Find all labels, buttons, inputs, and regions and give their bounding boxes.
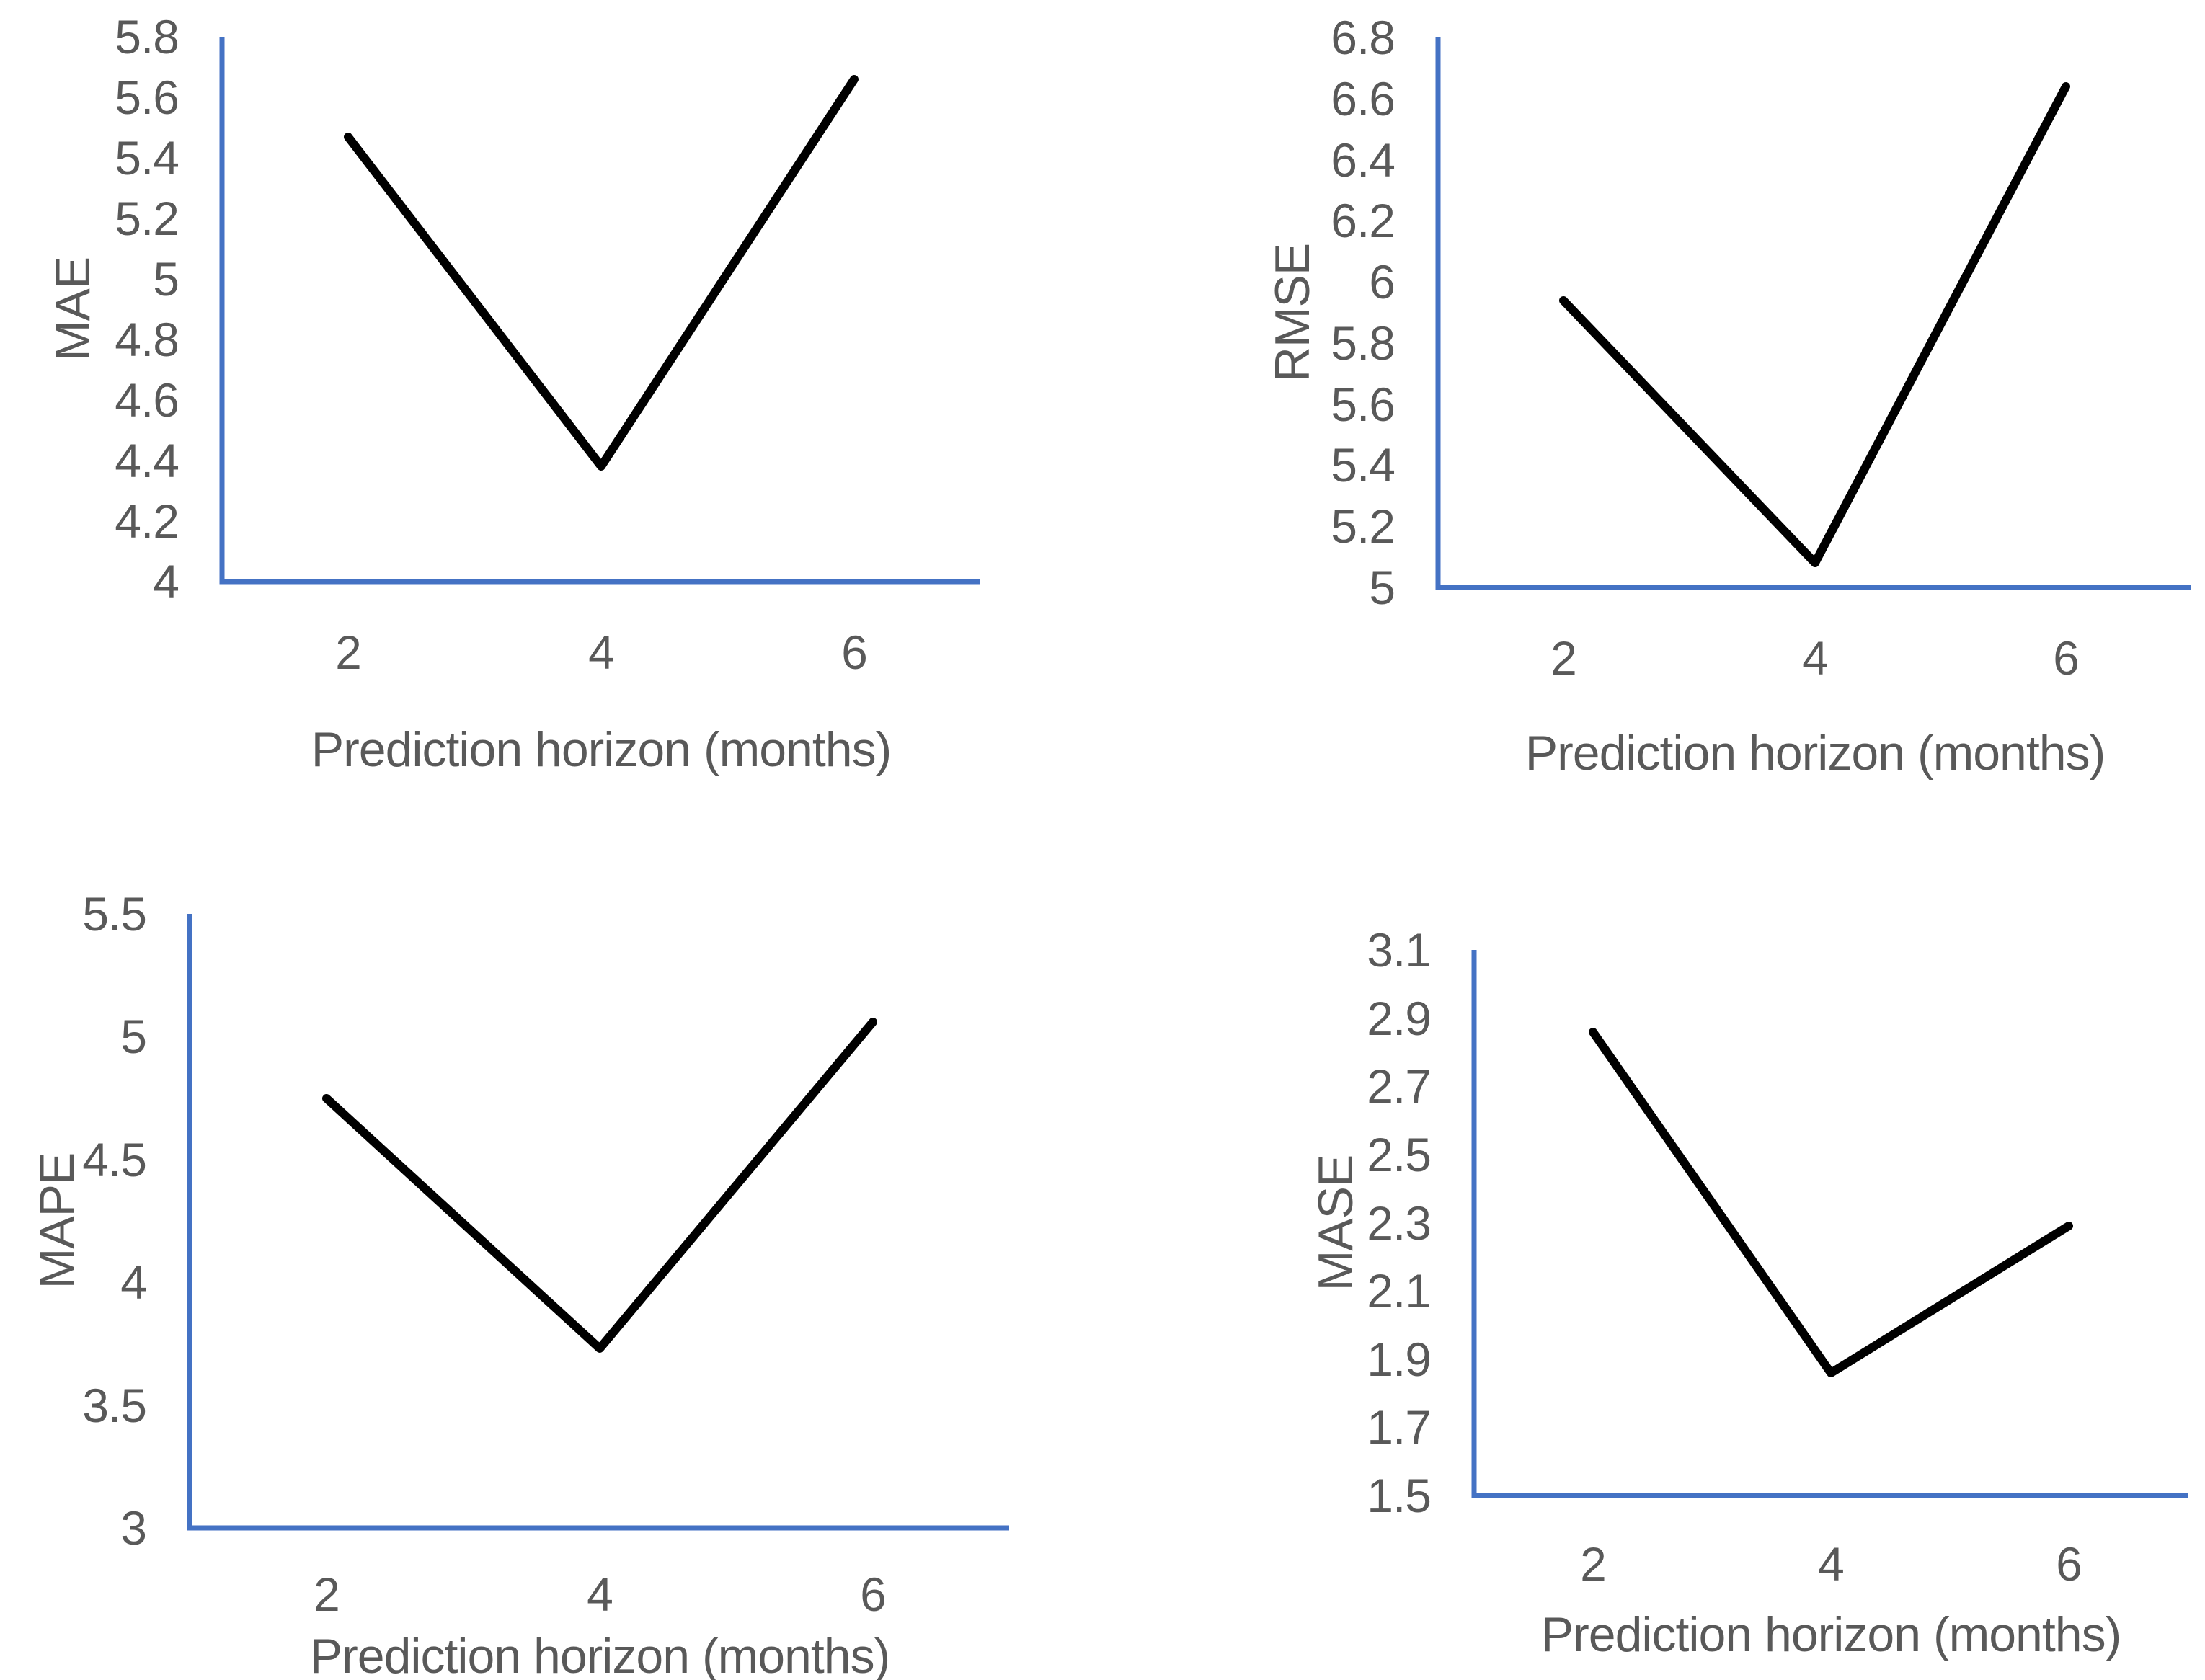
- y-tick-label: 3: [120, 1501, 146, 1555]
- x-axis-title: Prediction horizon (months): [1525, 726, 2105, 781]
- y-tick-label: 5.4: [1331, 438, 1395, 492]
- y-axis-title: RMSE: [1265, 244, 1320, 382]
- mape-chart-svg: 3 3.5 4 4.5 5 5.5 2 4 6 Prediction horizon (month…: [30, 887, 1009, 1680]
- y-axis-title: MASE: [1308, 1155, 1363, 1292]
- y-tick-label: 5: [120, 1010, 146, 1063]
- chart-mae: 4 4.2 4.4 4.6 4.8 5 5.2 5.4 5.6 5.8 2 4 6 Prediction …: [0, 0, 1103, 840]
- x-tick-label: 6: [860, 1568, 886, 1621]
- y-tick-label: 5.2: [1331, 499, 1395, 553]
- y-tick-label: 2.5: [1367, 1128, 1431, 1181]
- y-tick-label: 2.3: [1367, 1196, 1431, 1250]
- x-tick-label: 2: [1550, 631, 1576, 685]
- x-tick-label: 4: [587, 1568, 613, 1621]
- axis-lines: [187, 914, 1009, 1531]
- y-tick-label: 5.6: [115, 71, 179, 124]
- y-tick-label: 5.5: [82, 887, 146, 941]
- axis-lines: [219, 37, 980, 585]
- y-tick-label: 1.9: [1367, 1333, 1431, 1386]
- y-tick-label: 3.1: [1367, 923, 1431, 977]
- x-tick-label: 2: [314, 1568, 340, 1621]
- y-tick-label: 4.8: [115, 313, 179, 366]
- y-tick-label: 6.2: [1331, 194, 1395, 247]
- mae-chart-svg: 4 4.2 4.4 4.6 4.8 5 5.2 5.4 5.6 5.8 2 4 6 Prediction …: [45, 10, 980, 777]
- y-tick-label: 5.8: [1331, 316, 1395, 370]
- y-tick-label: 2.1: [1367, 1264, 1431, 1317]
- y-tick-label: 5.2: [115, 192, 179, 245]
- x-tick-label: 2: [335, 626, 361, 679]
- mase-chart-svg: 1.5 1.7 1.9 2.1 2.3 2.5 2.7 2.9 3.1 2 4 6 Prediction…: [1308, 923, 2188, 1662]
- chart-rmse: 5 5.2 5.4 5.6 5.8 6 6.2 6.4 6.6 6.8 2 4 6 Prediction …: [1103, 0, 2205, 840]
- y-axis-title: MAE: [45, 257, 100, 361]
- x-axis-title: Prediction horizon (months): [1541, 1607, 2121, 1662]
- x-tick-label: 6: [2053, 631, 2079, 685]
- x-tick-label: 6: [841, 626, 867, 679]
- y-tick-label: 4.4: [115, 434, 179, 487]
- series-line-mase: [1589, 1028, 2073, 1377]
- chart-mape: 3 3.5 4 4.5 5 5.5 2 4 6 Prediction horizon (month…: [0, 840, 1103, 1680]
- y-tick-label: 6.4: [1331, 133, 1395, 187]
- y-tick-label: 5.8: [115, 10, 179, 63]
- x-axis-title: Prediction horizon (months): [310, 1629, 889, 1680]
- y-tick-label: 4: [120, 1255, 146, 1309]
- x-tick-label: 2: [1580, 1537, 1606, 1591]
- series-line-mape: [322, 1018, 877, 1353]
- y-tick-label: 5.6: [1331, 378, 1395, 431]
- axis-lines: [1471, 950, 2188, 1498]
- y-axis-title: MAPE: [30, 1153, 84, 1289]
- chart-mase: 1.5 1.7 1.9 2.1 2.3 2.5 2.7 2.9 3.1 2 4 6 Prediction…: [1103, 840, 2205, 1680]
- y-tick-label: 4.5: [82, 1133, 146, 1186]
- rmse-chart-svg: 5 5.2 5.4 5.6 5.8 6 6.2 6.4 6.6 6.8 2 4 6 Prediction …: [1265, 11, 2191, 781]
- x-tick-label: 4: [1802, 631, 1828, 685]
- y-tick-label: 6.6: [1331, 72, 1395, 125]
- y-tick-label: 3.5: [82, 1379, 146, 1432]
- y-tick-label: 4: [153, 555, 179, 608]
- series-line-rmse: [1559, 82, 2070, 567]
- x-tick-label: 4: [1818, 1537, 1844, 1591]
- series-line-mae: [344, 75, 859, 471]
- y-tick-label: 2.9: [1367, 992, 1431, 1045]
- y-tick-label: 6.8: [1331, 11, 1395, 64]
- y-tick-label: 1.5: [1367, 1469, 1431, 1522]
- y-tick-label: 2.7: [1367, 1059, 1431, 1113]
- x-axis-title: Prediction horizon (months): [311, 722, 891, 777]
- y-tick-label: 1.7: [1367, 1400, 1431, 1454]
- y-tick-label: 6: [1369, 255, 1395, 308]
- y-tick-label: 5: [153, 252, 179, 306]
- axis-lines: [1435, 37, 2191, 590]
- y-tick-label: 5: [1369, 561, 1395, 614]
- y-tick-label: 4.2: [115, 494, 179, 548]
- x-tick-label: 4: [588, 626, 614, 679]
- y-tick-label: 5.4: [115, 131, 179, 185]
- y-tick-label: 4.6: [115, 373, 179, 427]
- x-tick-label: 6: [2056, 1537, 2082, 1591]
